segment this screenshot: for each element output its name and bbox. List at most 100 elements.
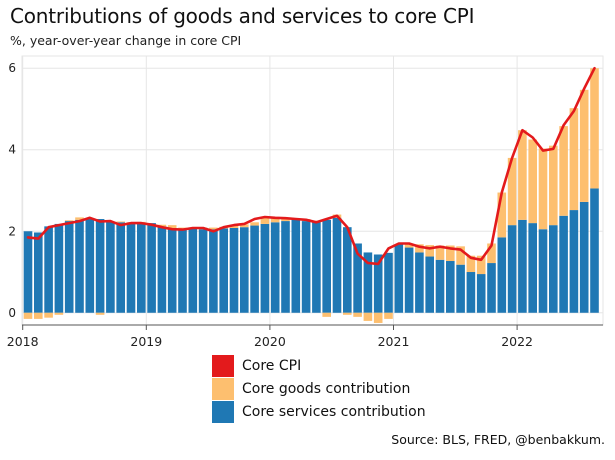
services-bar: [250, 225, 259, 313]
y-tick-label: 4: [8, 143, 16, 157]
legend-label-core-cpi: Core CPI: [242, 358, 302, 374]
goods-bar: [353, 312, 362, 317]
services-bar: [487, 263, 496, 313]
services-bar: [384, 252, 393, 313]
services-bar: [219, 228, 228, 313]
services-bar: [281, 221, 290, 313]
services-bar: [579, 201, 589, 313]
services-bar: [137, 222, 146, 313]
goods-bar: [549, 145, 558, 226]
services-bar: [75, 219, 84, 313]
goods-bar: [23, 312, 33, 319]
goods-bar: [384, 312, 393, 319]
services-bar: [569, 210, 579, 313]
services-bar: [590, 188, 599, 313]
goods-bar: [590, 68, 599, 189]
goods-bar: [209, 227, 218, 230]
services-bar: [528, 223, 537, 313]
services-bar: [167, 227, 177, 313]
services-bar: [435, 259, 445, 313]
services-bar: [549, 225, 558, 313]
services-bar: [126, 223, 136, 313]
x-tick-label: 2020: [254, 334, 286, 349]
goods-bar: [240, 224, 249, 228]
services-bar: [476, 274, 486, 313]
goods-bar: [75, 217, 84, 220]
services-bar: [147, 223, 156, 313]
y-tick-label: 6: [8, 61, 16, 75]
goods-bar: [487, 243, 496, 264]
legend-item-goods: Core goods contribution: [212, 378, 426, 400]
goods-bar: [322, 312, 331, 317]
goods-bar: [167, 225, 177, 228]
services-bar: [456, 264, 465, 313]
services-bar: [209, 229, 218, 313]
goods-bar: [579, 89, 589, 202]
goods-bar: [260, 216, 270, 224]
goods-bar: [538, 148, 548, 230]
services-bar: [291, 219, 301, 313]
legend-label-services: Core services contribution: [242, 404, 426, 420]
services-bar: [343, 227, 352, 313]
services-bar: [446, 261, 455, 313]
goods-bar: [44, 312, 53, 318]
goods-bar: [425, 245, 434, 257]
legend-swatch-core-cpi: [212, 355, 234, 377]
services-bar: [394, 244, 404, 313]
goods-bar: [456, 246, 465, 265]
services-bar: [363, 252, 373, 313]
goods-bar: [157, 224, 167, 227]
chart-title: Contributions of goods and services to c…: [10, 4, 475, 28]
goods-bar: [34, 312, 43, 319]
services-bar: [507, 225, 517, 313]
chart-subtitle: %, year-over-year change in core CPI: [10, 33, 242, 48]
services-bar: [85, 219, 95, 313]
services-bar: [157, 226, 167, 313]
y-tick-label: 2: [8, 224, 16, 238]
services-bar: [95, 219, 105, 313]
services-bar: [559, 215, 568, 313]
services-bar: [178, 228, 187, 313]
services-bar: [301, 221, 311, 313]
legend-label-goods: Core goods contribution: [242, 381, 411, 397]
x-tick-label: 2019: [130, 334, 162, 349]
core-cpi-line: [26, 66, 596, 266]
services-bar: [106, 221, 115, 313]
services-bar: [64, 221, 74, 313]
x-tick-label: 2018: [7, 334, 39, 349]
services-bar: [332, 217, 342, 313]
services-bar: [518, 219, 527, 313]
goods-bar: [446, 245, 455, 262]
chart-legend: Core CPI Core goods contribution Core se…: [212, 355, 426, 425]
x-tick-label: 2021: [378, 334, 410, 349]
services-bar: [54, 223, 64, 313]
y-tick-label: 0: [8, 306, 16, 320]
goods-bar: [116, 221, 125, 223]
goods-bar: [95, 312, 105, 315]
legend-swatch-goods: [212, 378, 234, 400]
services-bar: [538, 229, 548, 313]
goods-bar: [569, 108, 579, 211]
services-bar: [116, 222, 125, 313]
services-bar: [44, 226, 53, 313]
services-bar: [188, 228, 198, 313]
services-bar: [270, 222, 280, 313]
goods-bar: [507, 157, 517, 226]
legend-item-services: Core services contribution: [212, 401, 426, 423]
services-bar: [229, 227, 239, 313]
services-bar: [425, 256, 434, 313]
legend-item-core-cpi: Core CPI: [212, 355, 426, 377]
services-bar: [404, 247, 414, 313]
legend-swatch-services: [212, 401, 234, 423]
services-bar: [34, 232, 43, 313]
goods-bar: [343, 312, 352, 315]
services-bar: [353, 243, 362, 313]
goods-bar: [54, 312, 64, 315]
x-tick-label: 2022: [501, 334, 533, 349]
goods-bar: [363, 312, 373, 321]
goods-bar: [178, 227, 187, 229]
goods-bar: [373, 312, 383, 323]
services-bar: [497, 237, 507, 313]
goods-bar: [64, 220, 74, 222]
